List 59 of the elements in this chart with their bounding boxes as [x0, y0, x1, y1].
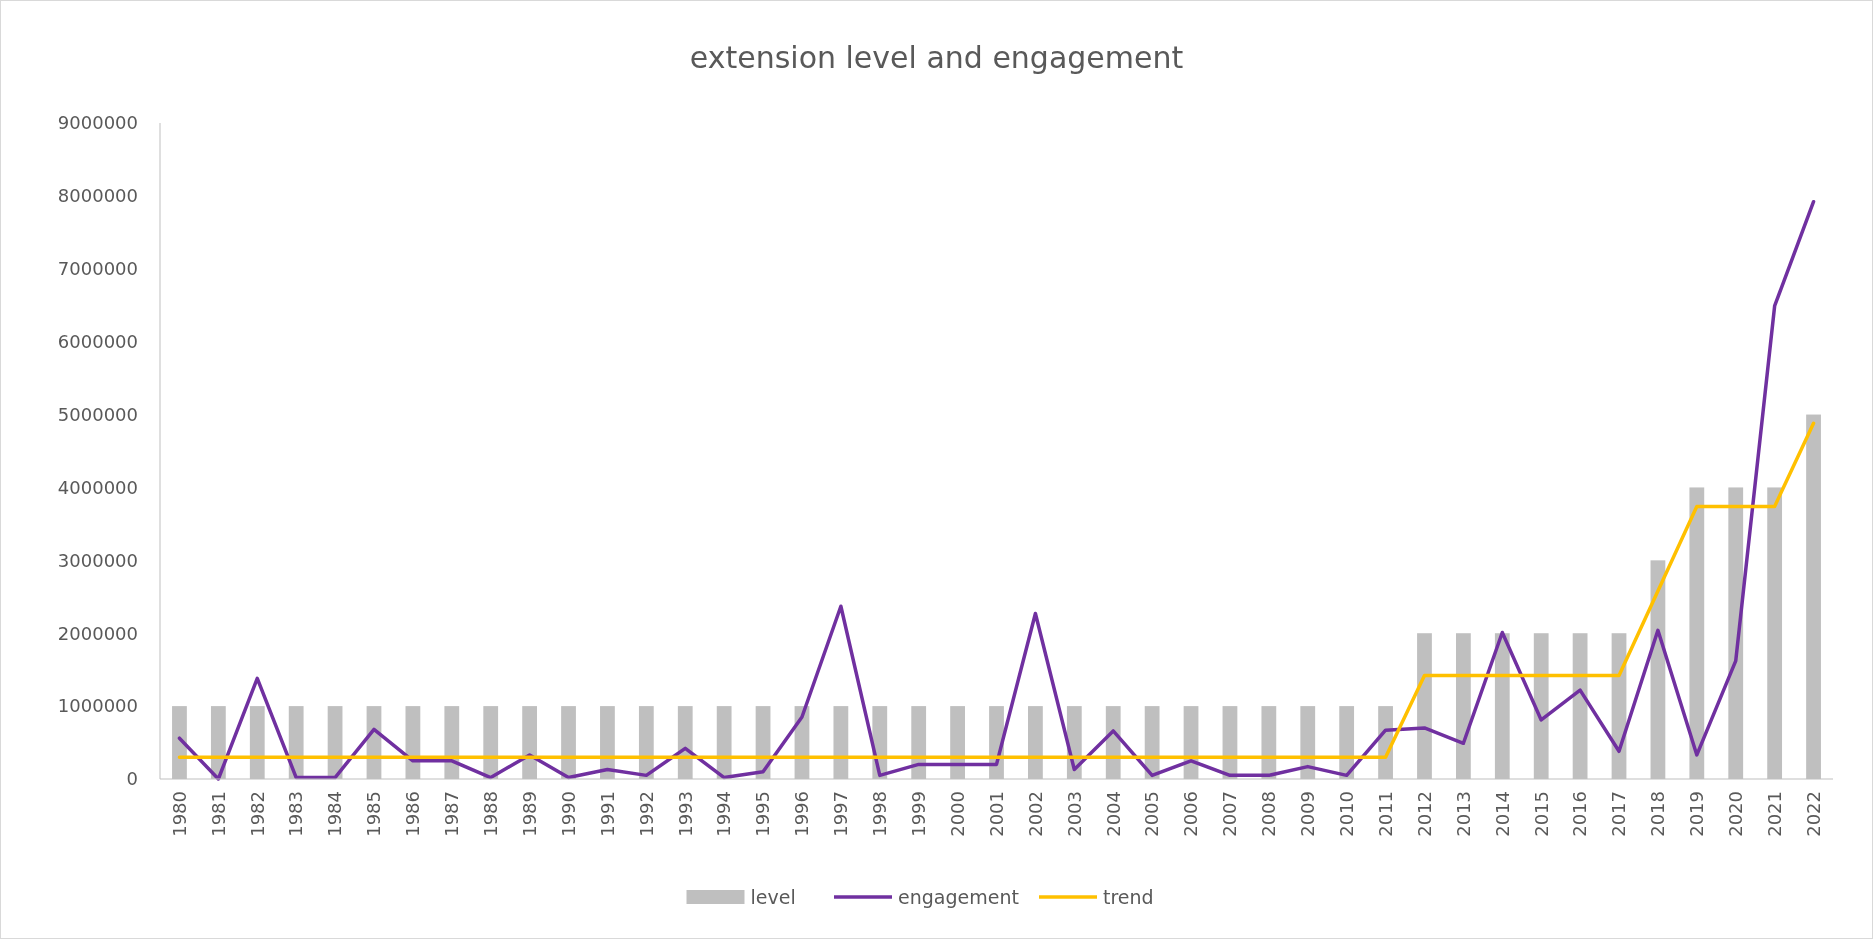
y-tick-label: 3000000: [57, 549, 138, 571]
x-tick-label: 2013: [1452, 791, 1474, 837]
x-tick-label: 2006: [1180, 791, 1202, 837]
x-tick-label: 2000: [946, 791, 968, 837]
x-tick-label: 2020: [1725, 791, 1747, 837]
legend-label: engagement: [898, 885, 1019, 908]
y-tick-label: 6000000: [57, 330, 138, 352]
y-tick-label: 0: [126, 768, 138, 790]
y-tick-label: 9000000: [57, 112, 138, 134]
y-tick-label: 4000000: [57, 476, 138, 498]
x-tick-label: 1990: [557, 791, 579, 837]
x-tick-label: 1997: [830, 791, 852, 837]
chart-title: extension level and engagement: [689, 40, 1184, 75]
x-tick-label: 2001: [985, 791, 1007, 837]
x-tick-label: 1999: [907, 791, 929, 837]
y-tick-label: 1000000: [57, 695, 138, 717]
x-tick-label: 2019: [1686, 791, 1708, 837]
x-tick-label: 1984: [324, 791, 346, 837]
x-tick-label: 1982: [246, 791, 268, 837]
legend-label: level: [750, 885, 796, 908]
x-tick-label: 1996: [791, 791, 813, 837]
x-tick-label: 2004: [1102, 791, 1124, 837]
line-series: [177, 199, 1816, 781]
y-tick-label: 8000000: [57, 185, 138, 207]
x-tick-label: 2008: [1258, 791, 1280, 837]
x-tick-label: 2022: [1802, 791, 1824, 837]
x-tick-label: 1995: [752, 791, 774, 837]
y-tick-label: 2000000: [57, 622, 138, 644]
x-tick-label: 2018: [1647, 791, 1669, 837]
x-tick-label: 1983: [285, 791, 307, 837]
x-tick-label: 1986: [402, 791, 424, 837]
x-tick-label: 1989: [518, 791, 540, 837]
x-tick-label: 2016: [1569, 791, 1591, 837]
x-tick-label: 1988: [480, 791, 502, 837]
x-tick-label: 1981: [207, 791, 229, 837]
y-tick-label: 5000000: [57, 403, 138, 425]
x-tick-label: 1993: [674, 791, 696, 837]
x-tick-label: 2021: [1763, 791, 1785, 837]
x-tick-label: 2017: [1608, 791, 1630, 837]
x-tick-label: 1998: [869, 791, 891, 837]
x-tick-label: 1987: [441, 791, 463, 837]
y-tick-label: 7000000: [57, 258, 138, 280]
x-tick-label: 2007: [1219, 791, 1241, 837]
x-tick-label: 1994: [713, 791, 735, 837]
x-tick-label: 2002: [1024, 791, 1046, 837]
x-tick-label: 1992: [635, 791, 657, 837]
x-tick-label: 1985: [363, 791, 385, 837]
x-tick-label: 2011: [1374, 791, 1396, 837]
legend-label: trend: [1103, 885, 1154, 908]
x-tick-label: 2010: [1335, 791, 1357, 837]
x-tick-label: 1991: [596, 791, 618, 837]
line-series: [177, 421, 1816, 759]
x-tick-label: 1980: [168, 791, 190, 837]
x-tick-label: 2003: [1063, 791, 1085, 837]
x-tick-label: 2009: [1297, 791, 1319, 837]
x-tick-label: 2015: [1530, 791, 1552, 837]
x-tick-label: 2012: [1413, 791, 1435, 837]
x-tick-label: 2014: [1491, 791, 1513, 837]
x-tick-label: 2005: [1141, 791, 1163, 837]
